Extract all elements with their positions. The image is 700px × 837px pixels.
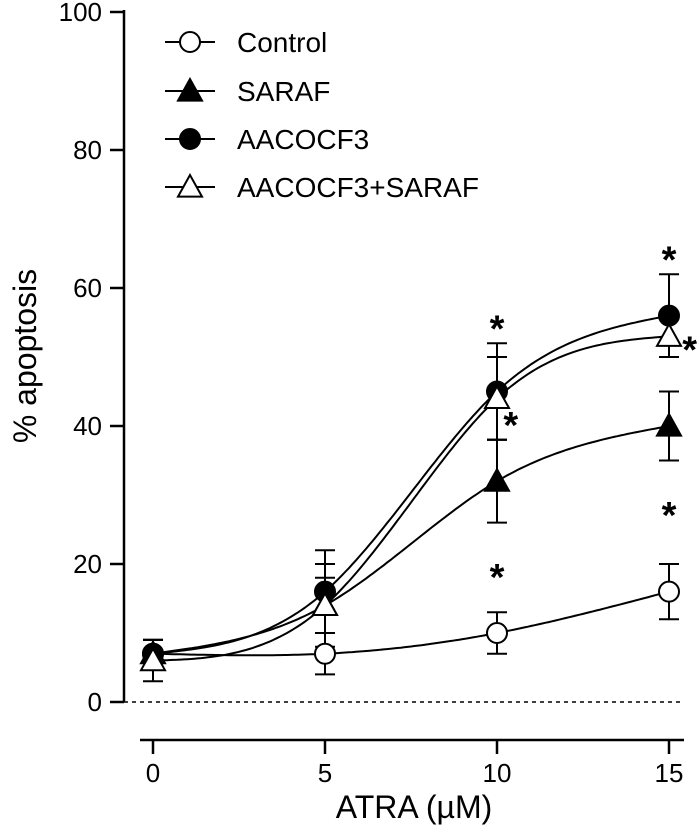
fit-curve-aacocf3: [152, 314, 670, 655]
legend-marker-aacocf3: [179, 128, 201, 150]
data-point-control: [658, 580, 680, 603]
significance-asterisk: *: [503, 405, 518, 447]
x-axis-title: ATRA (µM): [336, 789, 493, 825]
fit-curve-control: [152, 590, 670, 657]
axes: [122, 10, 684, 742]
ticks: 0 20 40 60 80 100 0 5 10 15: [59, 0, 684, 788]
fit-curves: [152, 314, 670, 662]
legend-label-control: Control: [237, 27, 327, 58]
y-tick-label: 100: [59, 0, 102, 27]
data-point-aacocf3-saraf: [311, 591, 339, 616]
x-tick-label: 15: [655, 758, 684, 788]
x-tick-label: 5: [318, 758, 332, 788]
y-axis-title: % apoptosis: [7, 269, 43, 443]
fit-curve-aacocf3-saraf: [152, 335, 670, 662]
data-point-saraf: [483, 467, 511, 492]
legend-label-aacocf3: AACOCF3: [237, 124, 369, 155]
significance-asterisk: *: [490, 557, 505, 599]
data-point-aacocf3-saraf: [139, 646, 167, 672]
significance-annotations: * * * * * *: [490, 240, 698, 599]
x-tick-label: 0: [146, 758, 160, 788]
legend-label-saraf: SARAF: [237, 76, 330, 107]
significance-asterisk: *: [682, 329, 697, 371]
legend: Control SARAF AACOCF3 AACOCF3+SARAF: [165, 27, 479, 203]
y-tick-label: 60: [73, 273, 102, 303]
x-tick-label: 10: [483, 758, 512, 788]
data-point-control: [486, 622, 508, 644]
y-tick-label: 80: [73, 135, 102, 165]
data-point-aacocf3-saraf: [655, 322, 683, 347]
data-point-control: [314, 642, 336, 665]
data-point-aacocf3-saraf: [483, 384, 511, 409]
y-tick-label: 0: [88, 687, 102, 717]
data-markers: [139, 304, 683, 672]
significance-asterisk: *: [490, 309, 505, 351]
legend-marker-control: [179, 31, 201, 53]
significance-asterisk: *: [662, 495, 677, 537]
legend-label-aacocf3-saraf: AACOCF3+SARAF: [237, 172, 479, 203]
legend-marker-aacocf3-saraf: [176, 172, 204, 198]
error-bars: [143, 273, 679, 683]
y-tick-label: 20: [73, 549, 102, 579]
fit-curve-saraf: [152, 425, 670, 655]
significance-asterisk: *: [662, 240, 677, 282]
data-point-saraf: [655, 411, 683, 437]
y-tick-label: 40: [73, 411, 102, 441]
legend-marker-saraf: [176, 76, 204, 102]
